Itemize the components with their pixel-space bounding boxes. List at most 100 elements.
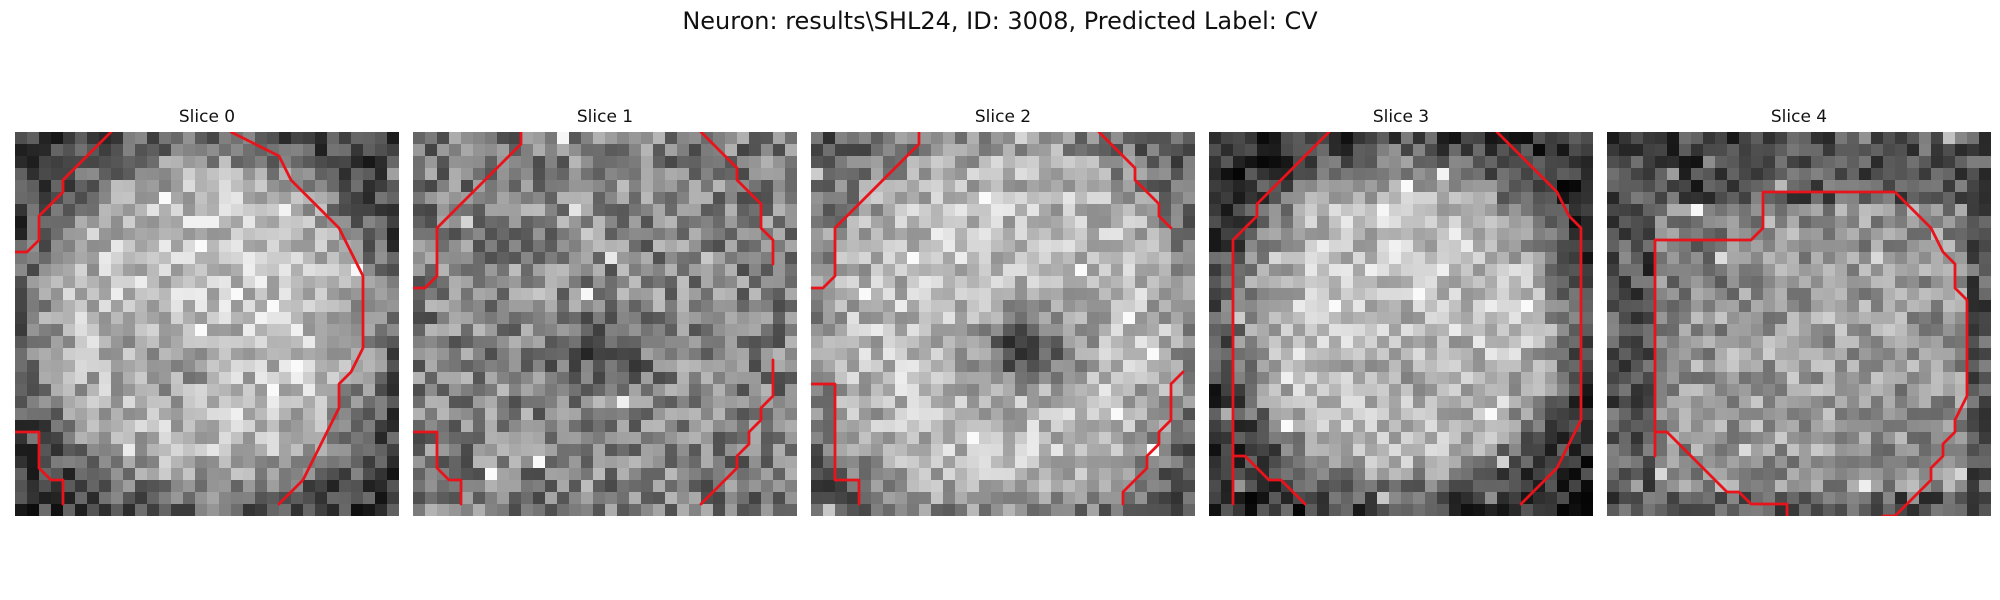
slice-2-pixel — [1135, 240, 1148, 253]
slice-4-pixel — [1967, 384, 1980, 397]
slice-1-pixel — [785, 156, 797, 169]
slice-1-pixel — [449, 456, 462, 469]
slice-3-pixel — [1425, 180, 1438, 193]
slice-3-pixel — [1449, 192, 1462, 205]
slice-1-pixel — [593, 384, 606, 397]
slice-2-pixel — [991, 408, 1004, 421]
slice-3-pixel — [1533, 132, 1546, 145]
slice-1-pixel — [677, 216, 690, 229]
slice-2-pixel — [1159, 228, 1172, 241]
slice-2-pixel — [1087, 408, 1100, 421]
slice-0-pixel — [99, 240, 112, 253]
slice-4-pixel — [1775, 324, 1788, 337]
slice-2-pixel — [991, 384, 1004, 397]
slice-1-pixel — [581, 204, 594, 217]
slice-2-pixel — [835, 144, 848, 157]
slice-2-pixel — [991, 156, 1004, 169]
slice-4-pixel — [1751, 348, 1764, 361]
slice-4-pixel — [1739, 336, 1752, 349]
slice-3-pixel — [1461, 144, 1474, 157]
slice-4-pixel — [1871, 300, 1884, 313]
slice-3-pixel — [1533, 156, 1546, 169]
slice-2-pixel — [1099, 288, 1112, 301]
slice-2-pixel — [1027, 336, 1040, 349]
slice-3-pixel — [1233, 132, 1246, 145]
slice-4-pixel — [1823, 348, 1836, 361]
slice-3-pixel — [1545, 312, 1558, 325]
slice-1-pixel — [665, 276, 678, 289]
slice-3-pixel — [1233, 444, 1246, 457]
slice-4-pixel — [1895, 240, 1908, 253]
slice-3-pixel — [1461, 480, 1474, 493]
slice-4-pixel — [1703, 168, 1716, 181]
slice-4-pixel — [1787, 204, 1800, 217]
slice-3-pixel — [1461, 276, 1474, 289]
slice-2-pixel — [895, 456, 908, 469]
slice-2-pixel — [823, 444, 836, 457]
slice-2-pixel — [1003, 432, 1016, 445]
slice-0-pixel — [375, 300, 388, 313]
slice-3-pixel — [1209, 168, 1222, 181]
slice-2-pixel — [1123, 384, 1136, 397]
slice-2-pixel — [1087, 456, 1100, 469]
slice-2-pixel — [931, 324, 944, 337]
slice-1-pixel — [653, 132, 666, 145]
slice-2-pixel — [1087, 468, 1100, 481]
slice-0-pixel — [111, 192, 124, 205]
slice-3-pixel — [1317, 168, 1330, 181]
slice-0-pixel — [231, 420, 244, 433]
slice-3-pixel — [1461, 168, 1474, 181]
slice-3-pixel — [1329, 492, 1342, 505]
slice-1-pixel — [581, 252, 594, 265]
slice-3-pixel — [1245, 264, 1258, 277]
slice-4-pixel — [1667, 156, 1680, 169]
slice-0-pixel — [135, 408, 148, 421]
slice-3-pixel — [1245, 192, 1258, 205]
slice-2-pixel — [1171, 408, 1184, 421]
slice-2-pixel — [943, 276, 956, 289]
slice-1-pixel — [545, 384, 558, 397]
slice-1-pixel — [737, 372, 750, 385]
slice-3-pixel — [1401, 264, 1414, 277]
slice-3-pixel — [1233, 168, 1246, 181]
slice-2-pixel — [1159, 132, 1172, 145]
slice-0-pixel — [303, 384, 316, 397]
slice-1-pixel — [473, 204, 486, 217]
slice-3-pixel — [1473, 240, 1486, 253]
slice-3-pixel — [1401, 492, 1414, 505]
slice-2-pixel — [907, 456, 920, 469]
slice-1-pixel — [689, 300, 702, 313]
slice-0-pixel — [243, 156, 256, 169]
slice-1-pixel — [425, 372, 438, 385]
slice-2-pixel — [979, 228, 992, 241]
slice-1-pixel — [773, 144, 786, 157]
slice-2-pixel — [1135, 348, 1148, 361]
slice-3-pixel — [1413, 180, 1426, 193]
slice-3-pixel — [1521, 192, 1534, 205]
slice-1-pixel — [629, 420, 642, 433]
slice-0-pixel — [267, 204, 280, 217]
slice-0-pixel — [171, 504, 184, 516]
slice-0-pixel — [183, 444, 196, 457]
slice-0-pixel — [123, 480, 136, 493]
slice-1-pixel — [773, 348, 786, 361]
slice-1-pixel — [713, 348, 726, 361]
slice-1-pixel — [677, 240, 690, 253]
slice-2-pixel — [955, 396, 968, 409]
slice-0-pixel — [219, 336, 232, 349]
slice-1-pixel — [497, 324, 510, 337]
slice-4-pixel — [1691, 144, 1704, 157]
slice-2-pixel — [907, 432, 920, 445]
slice-1-pixel — [713, 252, 726, 265]
slice-0-pixel — [255, 468, 268, 481]
slice-1-pixel — [545, 372, 558, 385]
slice-2-pixel — [1039, 288, 1052, 301]
slice-0-pixel — [231, 252, 244, 265]
slice-0-pixel — [363, 432, 376, 445]
slice-4-pixel — [1979, 228, 1991, 241]
slice-1-pixel — [569, 444, 582, 457]
slice-1-pixel — [653, 480, 666, 493]
slice-4-pixel — [1883, 360, 1896, 373]
slice-2-pixel — [835, 420, 848, 433]
slice-2-pixel — [979, 456, 992, 469]
